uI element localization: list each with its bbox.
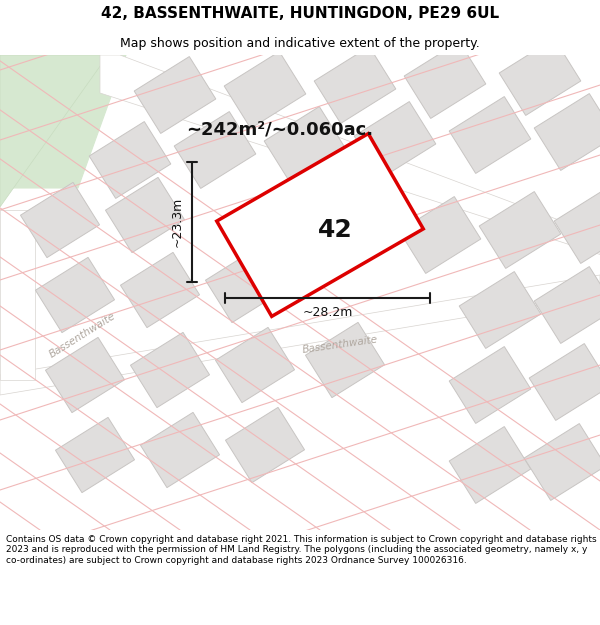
Polygon shape xyxy=(479,192,561,268)
Polygon shape xyxy=(46,338,125,412)
Polygon shape xyxy=(0,55,108,207)
Polygon shape xyxy=(404,42,486,118)
Polygon shape xyxy=(534,267,600,343)
Polygon shape xyxy=(305,322,385,398)
Polygon shape xyxy=(215,328,295,402)
Polygon shape xyxy=(399,197,481,273)
Text: 42, BASSENTHWAITE, HUNTINGDON, PE29 6UL: 42, BASSENTHWAITE, HUNTINGDON, PE29 6UL xyxy=(101,6,499,21)
Polygon shape xyxy=(140,412,220,488)
Polygon shape xyxy=(100,55,600,254)
Text: Contains OS data © Crown copyright and database right 2021. This information is : Contains OS data © Crown copyright and d… xyxy=(6,535,596,565)
Polygon shape xyxy=(0,55,126,188)
Text: Map shows position and indicative extent of the property.: Map shows position and indicative extent… xyxy=(120,38,480,51)
Polygon shape xyxy=(449,97,531,173)
Polygon shape xyxy=(524,424,600,501)
Polygon shape xyxy=(264,107,346,183)
Polygon shape xyxy=(554,187,600,263)
Polygon shape xyxy=(0,210,35,380)
Text: ~23.3m: ~23.3m xyxy=(171,197,184,247)
Polygon shape xyxy=(89,122,171,198)
Polygon shape xyxy=(354,102,436,178)
Text: Bassenthwaite: Bassenthwaite xyxy=(47,311,117,359)
Text: Bassenthwaite: Bassenthwaite xyxy=(302,335,379,355)
Text: ~28.2m: ~28.2m xyxy=(302,306,353,319)
Text: 42: 42 xyxy=(317,218,352,242)
Polygon shape xyxy=(0,275,600,395)
Polygon shape xyxy=(499,39,581,116)
Polygon shape xyxy=(35,258,115,332)
Polygon shape xyxy=(217,134,423,316)
Polygon shape xyxy=(449,427,531,503)
Polygon shape xyxy=(174,112,256,188)
Polygon shape xyxy=(106,177,185,252)
Polygon shape xyxy=(134,57,216,133)
Polygon shape xyxy=(121,253,200,328)
Polygon shape xyxy=(529,344,600,421)
Polygon shape xyxy=(314,47,396,123)
Polygon shape xyxy=(55,418,134,492)
Polygon shape xyxy=(449,347,531,423)
Polygon shape xyxy=(226,408,305,482)
Polygon shape xyxy=(205,248,284,322)
Polygon shape xyxy=(534,94,600,171)
Polygon shape xyxy=(224,52,306,128)
Polygon shape xyxy=(20,182,100,258)
Polygon shape xyxy=(130,332,209,408)
Text: ~242m²/~0.060ac.: ~242m²/~0.060ac. xyxy=(187,121,374,139)
Polygon shape xyxy=(459,272,541,348)
